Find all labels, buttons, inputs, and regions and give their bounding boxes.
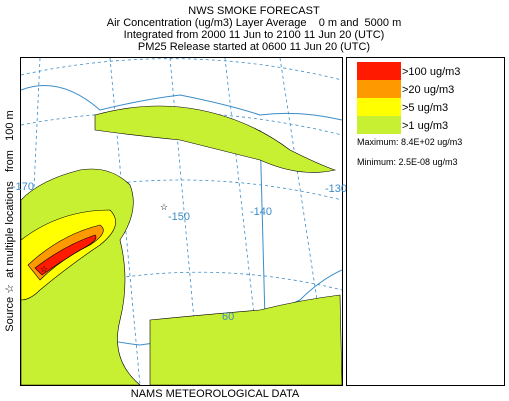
legend-swatch (357, 98, 401, 116)
maximum: Maximum: 8.4E+02 ug/m3 (357, 137, 462, 147)
source-label: Source ☆ at multiple locations from 100 … (4, 110, 16, 331)
minimum: Minimum: 2.5E-08 ug/m3 (357, 157, 458, 167)
grid-label: -150 (168, 211, 190, 223)
smoke-region (94, 105, 337, 173)
footer: NAMS METEOROLOGICAL DATA (131, 388, 300, 400)
legend-label: >5 ug/m3 (402, 102, 448, 114)
grid-label: -140 (250, 206, 272, 218)
grid-label: -130 (325, 183, 347, 195)
legend-label: >100 ug/m3 (402, 66, 460, 78)
smoke-plume (21, 105, 342, 385)
smoke-region (34, 234, 97, 276)
legend-swatch (357, 116, 401, 134)
grid-label: 60 (222, 311, 234, 323)
map: ☆ ☆ -170 -150 -140 -130 60 (12, 57, 347, 386)
legend-label: >20 ug/m3 (402, 84, 454, 96)
title: NWS SMOKE FORECAST (188, 5, 320, 17)
source-star: ☆ (160, 202, 168, 212)
smoke-region (149, 294, 342, 385)
legend-label: >1 ug/m3 (402, 120, 448, 132)
subtitle: Air Concentration (ug/m3) Layer Average … (107, 17, 402, 29)
grid-label: -170 (12, 181, 34, 193)
legend: Maximum: 8.4E+02 ug/m3 Minimum: 2.5E-08 … (346, 57, 505, 386)
subtitle: PM25 Release started at 0600 11 Jun 20 (… (138, 41, 370, 53)
subtitle: Integrated from 2000 11 Jun to 2100 11 J… (124, 29, 385, 41)
legend-swatch (357, 62, 401, 80)
source-star: ☆ (40, 264, 48, 274)
legend-swatch (357, 80, 401, 98)
